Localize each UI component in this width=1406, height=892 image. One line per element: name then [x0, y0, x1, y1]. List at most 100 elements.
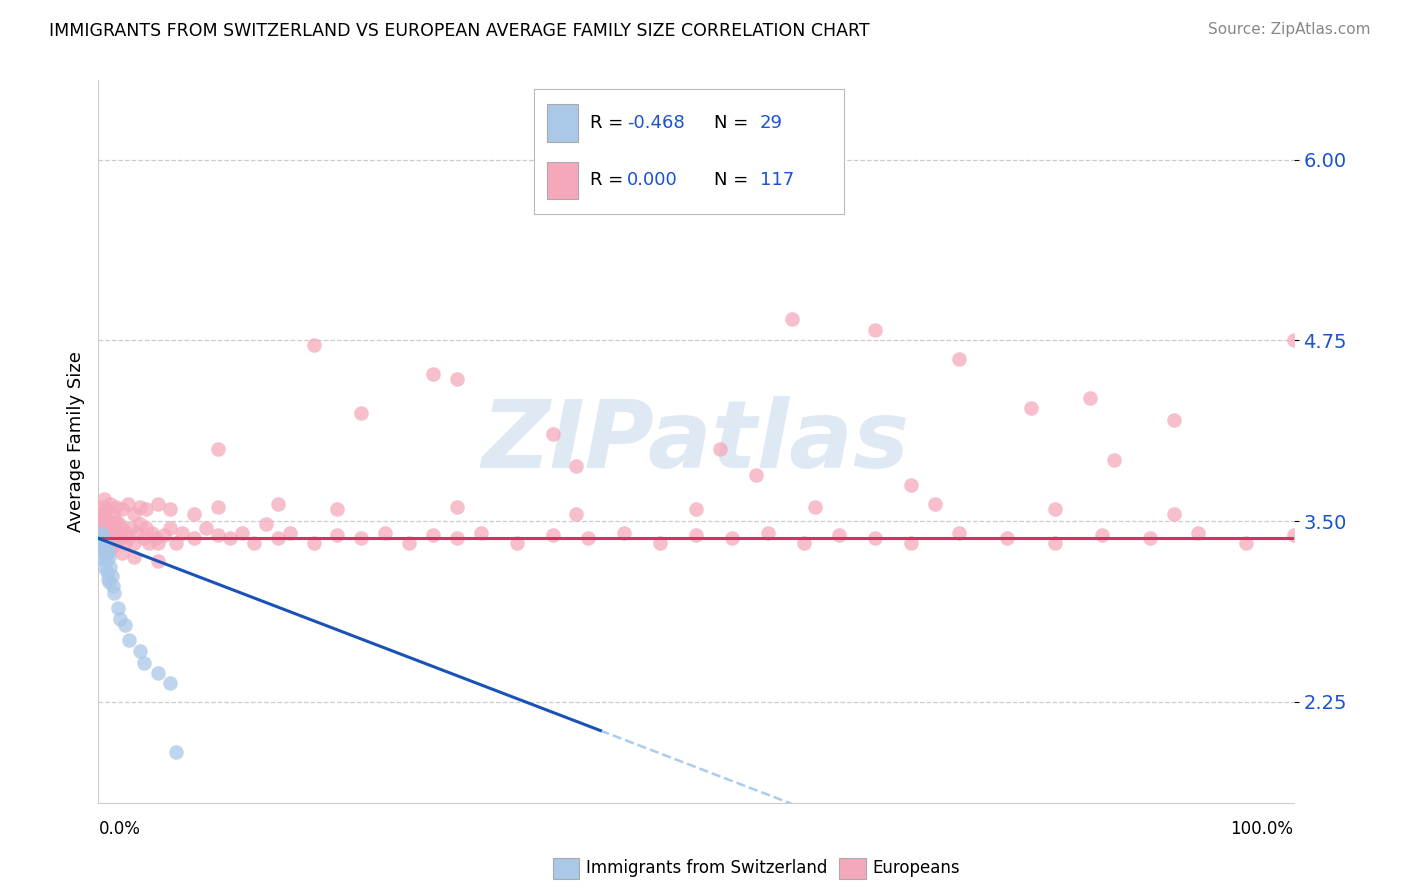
Text: Immigrants from Switzerland: Immigrants from Switzerland — [586, 859, 827, 877]
Point — [96, 516, 118, 531]
Point — [91, 514, 114, 528]
Point — [100, 525, 122, 540]
Point — [93, 492, 115, 507]
Point — [98, 497, 122, 511]
Point — [111, 546, 134, 560]
Point — [98, 574, 121, 589]
Point — [685, 528, 707, 542]
Point — [129, 500, 152, 514]
Point — [114, 535, 136, 549]
Point — [98, 535, 122, 549]
Point — [117, 497, 139, 511]
Point — [995, 532, 1018, 546]
Point — [148, 665, 170, 680]
Point — [948, 352, 970, 367]
Point — [104, 532, 127, 546]
Point — [541, 427, 564, 442]
Text: -0.468: -0.468 — [627, 114, 685, 132]
Point — [91, 528, 114, 542]
Point — [422, 367, 444, 381]
Text: N =: N = — [714, 171, 754, 189]
Point — [90, 521, 112, 535]
Point — [120, 521, 142, 535]
Point — [278, 525, 301, 540]
Point — [94, 502, 117, 516]
Point — [141, 525, 163, 540]
Point — [91, 528, 114, 542]
Point — [159, 676, 181, 690]
Text: 117: 117 — [761, 171, 794, 189]
Point — [101, 516, 124, 531]
Point — [93, 532, 115, 546]
Point — [90, 507, 112, 521]
Point — [948, 525, 970, 540]
Point — [135, 521, 157, 535]
Point — [541, 528, 564, 542]
Point — [148, 554, 170, 568]
Point — [101, 579, 124, 593]
Point — [94, 535, 117, 549]
Point — [94, 535, 117, 549]
Point — [350, 406, 373, 420]
Text: 29: 29 — [761, 114, 783, 132]
Text: Source: ZipAtlas.com: Source: ZipAtlas.com — [1208, 22, 1371, 37]
Point — [107, 516, 129, 531]
Point — [1282, 528, 1305, 542]
FancyBboxPatch shape — [547, 161, 578, 199]
Point — [105, 500, 128, 514]
Point — [98, 542, 122, 557]
Point — [90, 535, 112, 549]
Point — [93, 540, 115, 554]
Text: 0.0%: 0.0% — [98, 820, 141, 838]
Point — [96, 532, 118, 546]
Point — [124, 535, 146, 549]
Point — [90, 525, 112, 540]
Point — [111, 502, 134, 516]
Point — [1091, 528, 1114, 542]
Point — [94, 514, 117, 528]
Point — [129, 516, 152, 531]
Point — [865, 532, 887, 546]
Point — [756, 525, 779, 540]
Point — [96, 546, 118, 560]
Point — [350, 532, 373, 546]
Point — [138, 535, 160, 549]
FancyBboxPatch shape — [547, 104, 578, 142]
Point — [254, 516, 277, 531]
Point — [613, 525, 636, 540]
Point — [132, 532, 155, 546]
Point — [506, 535, 529, 549]
Point — [1163, 507, 1185, 521]
Point — [685, 502, 707, 516]
Point — [326, 528, 349, 542]
Point — [446, 372, 468, 386]
Point — [93, 516, 115, 531]
Point — [96, 546, 118, 560]
Point — [91, 540, 114, 554]
Point — [103, 521, 125, 535]
Point — [100, 569, 122, 583]
Point — [97, 535, 120, 549]
Point — [105, 514, 128, 528]
Point — [267, 497, 290, 511]
Point — [124, 550, 146, 565]
Text: N =: N = — [714, 114, 754, 132]
Point — [148, 535, 170, 549]
Point — [195, 521, 218, 535]
Point — [302, 337, 325, 351]
Point — [470, 525, 492, 540]
Point — [578, 532, 600, 546]
Point — [93, 560, 115, 574]
Point — [115, 525, 138, 540]
Point — [1234, 535, 1257, 549]
Text: 0.000: 0.000 — [627, 171, 678, 189]
Point — [793, 535, 815, 549]
Point — [114, 618, 136, 632]
Point — [129, 644, 152, 658]
Point — [124, 507, 146, 521]
Point — [865, 323, 887, 337]
Point — [91, 500, 114, 514]
Point — [125, 525, 148, 540]
Point — [900, 535, 922, 549]
Point — [97, 572, 120, 586]
